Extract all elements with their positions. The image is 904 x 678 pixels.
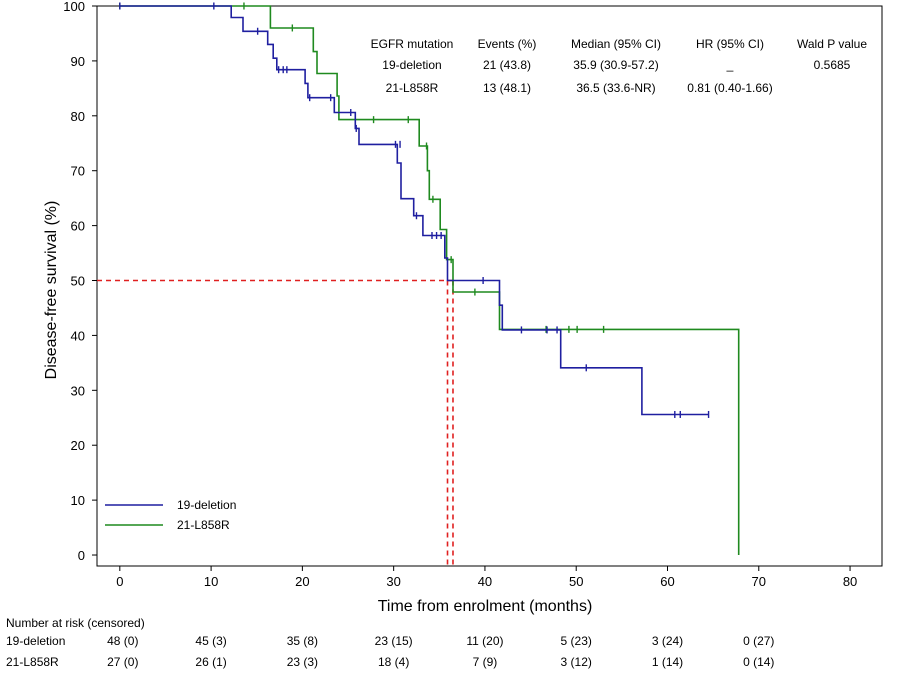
risk-cell-19-deletion-40: 11 (20) <box>466 634 503 648</box>
risk-cell-19-deletion-30: 23 (15) <box>375 634 413 648</box>
y-tick-label-20: 20 <box>71 438 85 453</box>
x-tick-label-80: 80 <box>843 574 857 589</box>
y-tick-label-30: 30 <box>71 383 85 398</box>
stats-cell-2-1: 21-L858R <box>386 81 439 95</box>
x-tick-label-30: 30 <box>386 574 400 589</box>
risk-cell-21-l858r-20: 23 (3) <box>287 655 318 669</box>
y-tick-label-10: 10 <box>71 493 85 508</box>
stats-header-median-95-ci: Median (95% CI) <box>571 37 661 51</box>
risk-table-title: Number at risk (censored) <box>6 616 145 630</box>
stats-header-events: Events (%) <box>478 37 537 51</box>
stats-header-hr-95-ci: HR (95% CI) <box>696 37 764 51</box>
x-tick-label-40: 40 <box>478 574 492 589</box>
x-tick-label-70: 70 <box>752 574 766 589</box>
y-tick-label-50: 50 <box>71 274 85 289</box>
stats-header-egfr-mutation: EGFR mutation <box>371 37 454 51</box>
risk-table: Number at risk (censored) 19-deletion 48 … <box>6 616 774 669</box>
legend-label-19-deletion: 19-deletion <box>177 498 236 512</box>
stats-cell-2-3: 36.5 (33.6-NR) <box>576 81 655 95</box>
stats-cell-1-2: 21 (43.8) <box>483 58 531 72</box>
plot-frame <box>96 5 883 567</box>
y-tick-label-40: 40 <box>71 328 85 343</box>
risk-cell-21-l858r-60: 1 (14) <box>652 655 683 669</box>
risk-cell-21-l858r-0: 27 (0) <box>107 655 138 669</box>
y-tick-label-70: 70 <box>71 164 85 179</box>
risk-cell-19-deletion-0: 48 (0) <box>107 634 138 648</box>
stats-cell-1-5: 0.5685 <box>814 58 851 72</box>
y-tick-label-60: 60 <box>71 219 85 234</box>
risk-cell-21-l858r-70: 0 (14) <box>743 655 774 669</box>
survival-curves <box>119 2 740 555</box>
y-tick-label-100: 100 <box>63 0 85 14</box>
risk-row-label-19-deletion: 19-deletion <box>6 634 65 648</box>
stats-cell-1-1: 19-deletion <box>382 58 441 72</box>
x-tick-label-10: 10 <box>204 574 218 589</box>
risk-row-label-21-l858r: 21-L858R <box>6 655 59 669</box>
x-tick-label-20: 20 <box>295 574 309 589</box>
x-tick-label-0: 0 <box>116 574 123 589</box>
risk-cell-21-l858r-40: 7 (9) <box>473 655 498 669</box>
risk-cell-21-l858r-10: 26 (1) <box>195 655 226 669</box>
y-tick-label-0: 0 <box>78 548 85 563</box>
x-axis-title: Time from enrolment (months) <box>378 598 593 615</box>
risk-cell-19-deletion-20: 35 (8) <box>287 634 318 648</box>
risk-cell-19-deletion-10: 45 (3) <box>195 634 226 648</box>
curve-19-deletion <box>119 5 709 416</box>
risk-cell-19-deletion-70: 0 (27) <box>743 634 774 648</box>
x-tick-label-50: 50 <box>569 574 583 589</box>
stats-cell-2-2: 13 (48.1) <box>483 81 531 95</box>
y-tick-label-80: 80 <box>71 109 85 124</box>
stats-header-wald-p-value: Wald P value <box>797 37 867 51</box>
risk-cell-19-deletion-50: 5 (23) <box>561 634 592 648</box>
risk-cell-19-deletion-60: 3 (24) <box>652 634 683 648</box>
stats-table: EGFR mutation Events (%) Median (95% CI) HR… <box>371 37 868 95</box>
stats-cell-1-3: 35.9 (30.9-57.2) <box>573 58 658 72</box>
stats-cell-2-4: 0.81 (0.40-1.66) <box>687 81 772 95</box>
stats-cell-1-4: _ <box>726 58 734 72</box>
median-lines <box>97 279 454 566</box>
legend: 19-deletion 21-L858R <box>105 498 236 532</box>
y-tick-label-90: 90 <box>71 54 85 69</box>
risk-cell-21-l858r-50: 3 (12) <box>561 655 592 669</box>
axes: 0 10 20 30 40 50 60 70 80 90 100 0 10 20 30 40 50 60 70 80 <box>63 0 857 589</box>
x-tick-label-60: 60 <box>660 574 674 589</box>
legend-label-21-l858r: 21-L858R <box>177 518 230 532</box>
risk-cell-21-l858r-30: 18 (4) <box>378 655 409 669</box>
y-axis-title: Disease-free survival (%) <box>43 201 60 380</box>
